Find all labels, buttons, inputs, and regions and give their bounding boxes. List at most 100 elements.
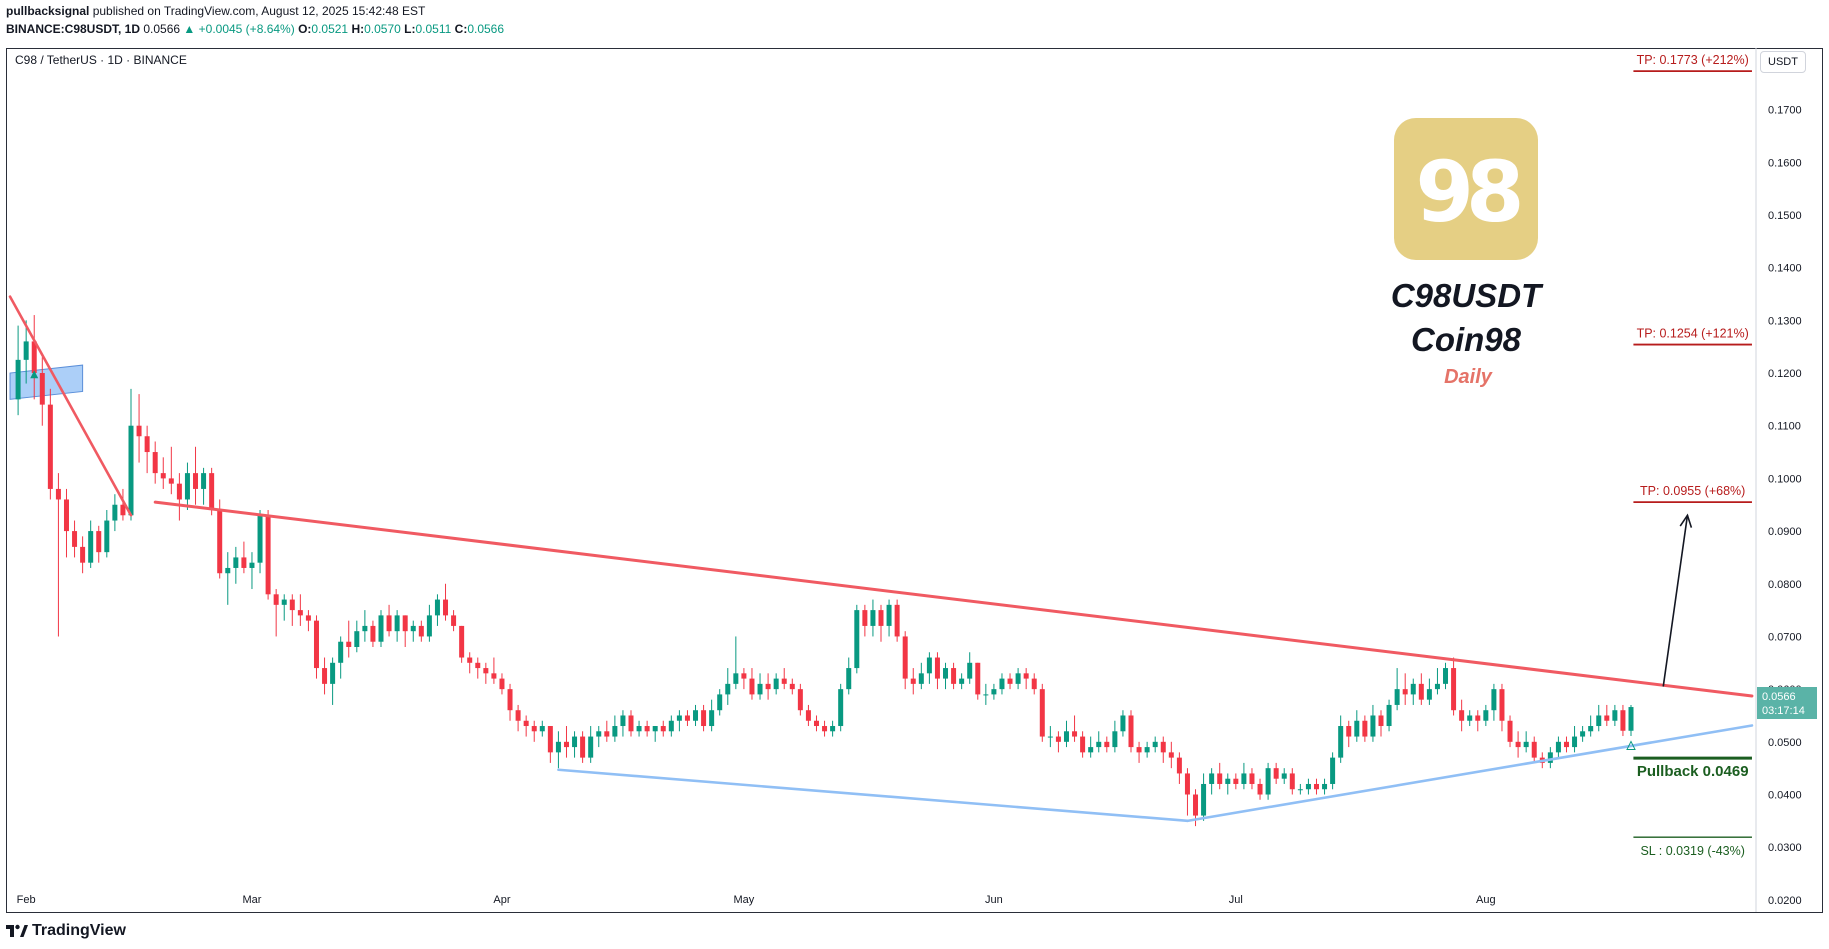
candle [1201, 773, 1207, 821]
candle-body [289, 599, 295, 611]
level-label-tp: TP: 0.1773 (+212%) [1637, 53, 1749, 67]
candle [539, 720, 545, 737]
candle-body [362, 625, 368, 632]
candle [362, 610, 368, 642]
candle [870, 599, 876, 637]
candle [1378, 710, 1384, 737]
candle [604, 720, 610, 742]
candle-body [1080, 736, 1086, 753]
candle-body [636, 726, 642, 732]
candle-body [1580, 731, 1586, 737]
candle [1338, 715, 1344, 763]
candle [168, 446, 174, 495]
change-value: ▲ +0.0045 (+8.64%) [183, 22, 295, 36]
candle [313, 615, 319, 679]
candle-body [1612, 710, 1618, 721]
candle-body [1555, 741, 1561, 753]
alert-triangle-icon [30, 370, 39, 379]
candle-body [1483, 710, 1489, 721]
candle-body [507, 689, 513, 711]
price-axis[interactable]: 0.02000.03000.04000.05000.06000.07000.08… [1768, 105, 1802, 907]
candle [273, 589, 279, 637]
candle-body [80, 546, 86, 563]
candle-body [596, 731, 602, 737]
chart-frame[interactable] [6, 48, 1823, 913]
currency-button[interactable]: USDT [1760, 51, 1806, 73]
candle-body [838, 689, 844, 727]
candle-body [233, 557, 239, 568]
time-axis[interactable]: Feb Mar Apr May Jun Jul Aug [17, 894, 1496, 906]
candle-body [1418, 683, 1424, 700]
candle [386, 604, 392, 637]
symbol-full: BINANCE:C98USDT, 1D [6, 22, 141, 36]
candle [225, 552, 231, 605]
candle-body [168, 478, 174, 484]
candle [1467, 710, 1473, 727]
candle [1104, 736, 1110, 753]
level-label-pullback: Pullback 0.0469 [1637, 763, 1749, 780]
candle [1031, 673, 1037, 695]
candle [1184, 768, 1190, 816]
candle [1588, 715, 1594, 737]
candle [1370, 704, 1376, 742]
candle [797, 683, 803, 716]
candle-body [604, 731, 610, 737]
candle [475, 657, 481, 679]
y-tick-label: 0.1700 [1768, 105, 1802, 117]
candle [1112, 720, 1118, 753]
candle [1402, 673, 1408, 705]
candle-body [797, 689, 803, 711]
candle-body [588, 736, 594, 758]
candle [72, 520, 78, 558]
y-tick-label: 0.1000 [1768, 473, 1802, 485]
candle [1604, 704, 1610, 727]
candle [144, 425, 150, 474]
candle [805, 704, 811, 727]
candle-body [1475, 715, 1481, 721]
candle [112, 494, 118, 532]
candle [1620, 704, 1626, 737]
candle-body [862, 610, 868, 626]
candle-body [1604, 715, 1610, 721]
candle [926, 652, 932, 684]
candle-body [1201, 783, 1207, 816]
author-name[interactable]: pullbacksignal [6, 4, 90, 18]
x-tick-label: Mar [242, 894, 261, 906]
candle [943, 662, 949, 690]
candle-body [934, 657, 940, 679]
candle [1434, 668, 1440, 695]
candle-body [830, 726, 836, 732]
y-tick-label: 0.1100 [1768, 421, 1801, 433]
candle-body [999, 678, 1005, 690]
candle [951, 662, 957, 690]
candle-body [249, 562, 255, 568]
candle [1330, 752, 1336, 790]
candle [418, 620, 424, 642]
candle [701, 704, 707, 732]
candle [1249, 768, 1255, 790]
candle [1217, 762, 1223, 790]
candle-body [1563, 741, 1569, 748]
candle [451, 610, 457, 632]
candle [128, 388, 134, 521]
tradingview-footer[interactable]: TradingView [6, 922, 126, 940]
candle-body [1531, 741, 1537, 758]
candle-body [1507, 720, 1513, 742]
candle [918, 662, 924, 690]
candle-body [693, 710, 699, 721]
candle [184, 462, 190, 511]
candle-body [265, 515, 271, 595]
candle-body [676, 715, 682, 721]
y-tick-label: 0.0700 [1768, 631, 1802, 643]
x-tick-label: Apr [493, 894, 510, 906]
candle-body [1160, 741, 1166, 753]
candle [854, 604, 860, 674]
candle [572, 731, 578, 758]
candle [467, 652, 473, 674]
candle-body [104, 520, 110, 553]
candle [902, 631, 908, 690]
change-text: +0.0045 (+8.64%) [198, 22, 295, 36]
candle-body [434, 599, 440, 616]
candle-body [281, 599, 287, 605]
